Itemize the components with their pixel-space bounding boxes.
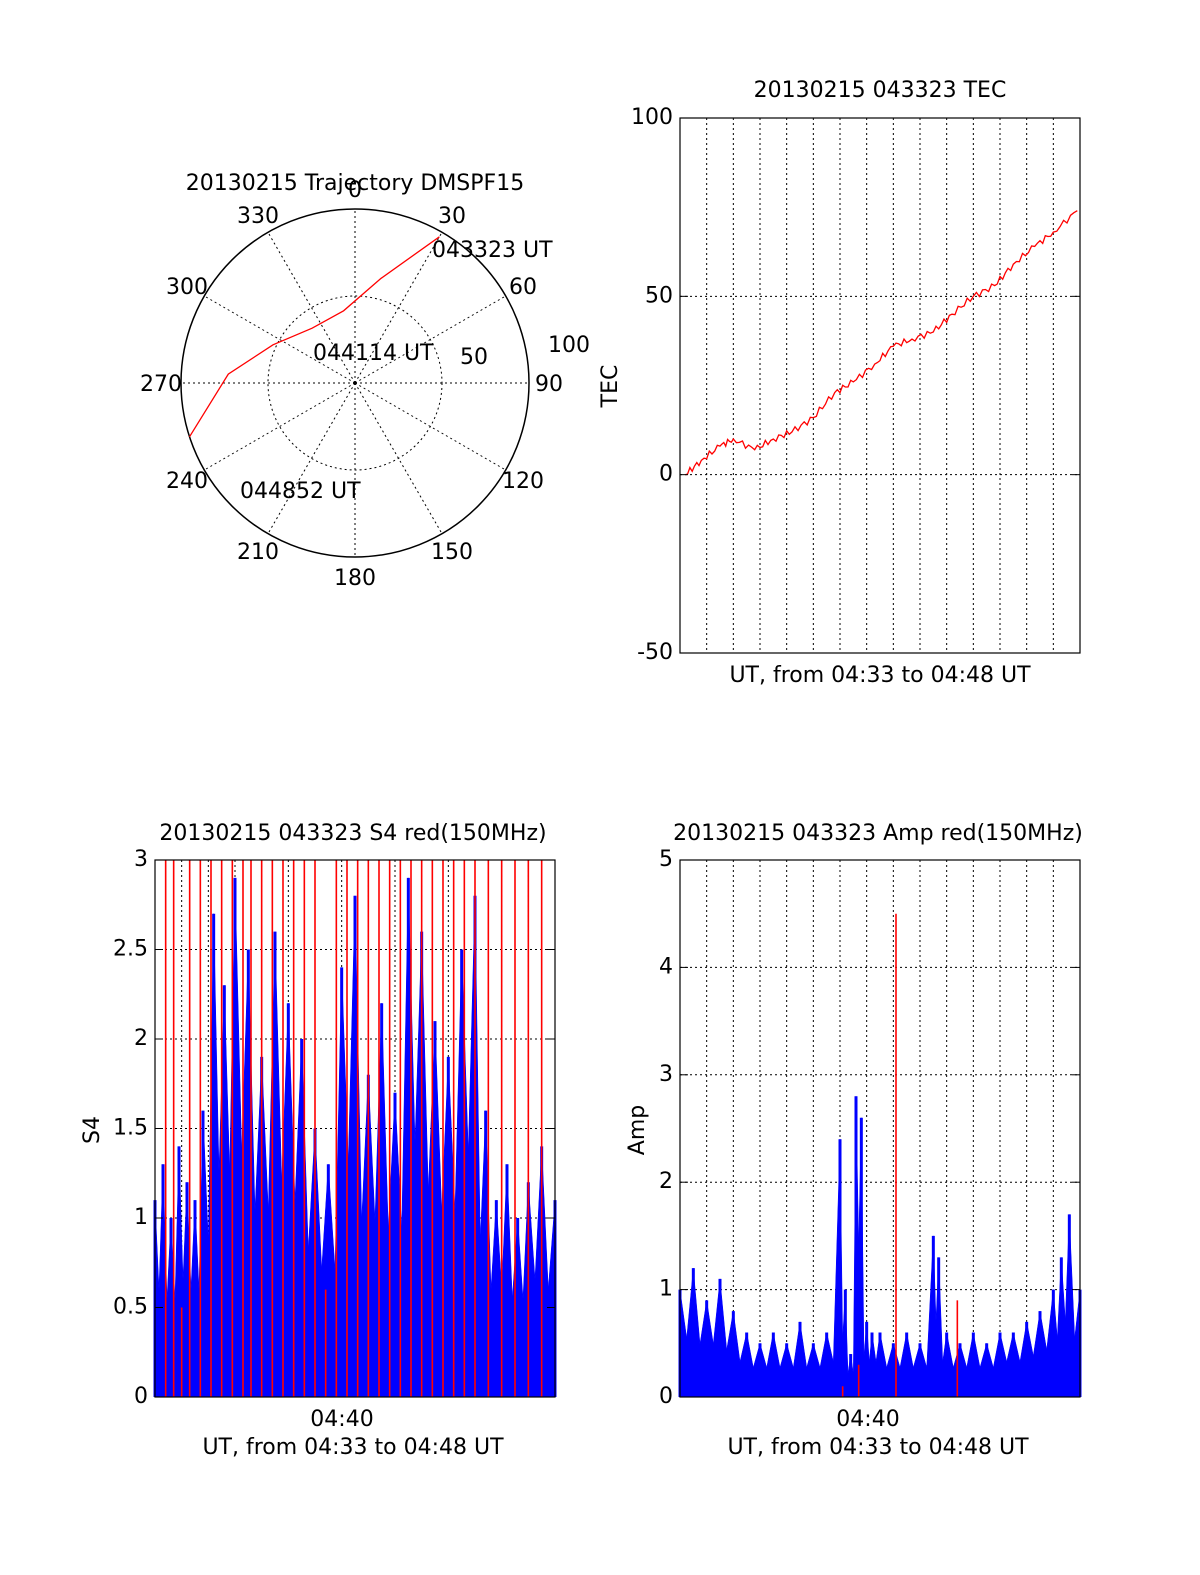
- polar-angle-label-180: 180: [334, 566, 376, 591]
- s4-ytick-label: 0: [134, 1384, 148, 1409]
- s4-xlabel: UT, from 04:33 to 04:48 UT: [202, 1435, 504, 1460]
- s4-panel: 20130215 043323 S4 red(150MHz) 3 2.5 2 1.5 1…: [80, 821, 557, 1460]
- polar-angle-label-120: 120: [502, 469, 544, 494]
- tec-y-ticks: 100 50 0 -50: [631, 105, 1080, 665]
- polar-angle-label-90: 90: [535, 372, 563, 397]
- amp-ytick-label: 0: [659, 1384, 673, 1409]
- amp-ytick-label: 2: [659, 1169, 673, 1194]
- tec-ytick-label: 100: [631, 105, 673, 130]
- polar-angle-labels: 0 30 60 90 120 150 180 210 240 270 300 330: [140, 178, 563, 591]
- tec-ytick-label: 50: [645, 283, 673, 308]
- polar-grid: [180, 208, 530, 558]
- trajectory-line: [188, 236, 440, 438]
- amp-xlabel: UT, from 04:33 to 04:48 UT: [727, 1435, 1029, 1460]
- amp-ytick-label: 5: [659, 847, 673, 872]
- amp-grid: [680, 860, 1080, 1397]
- amp-ylabel: Amp: [625, 1105, 650, 1155]
- s4-series-area: [154, 877, 556, 1398]
- polar-angle-label-30: 30: [438, 204, 466, 229]
- trajectory-end-label: 044852 UT: [240, 479, 361, 504]
- polar-angle-label-210: 210: [237, 540, 279, 565]
- polar-angle-label-150: 150: [431, 540, 473, 565]
- polar-outer-circle: [180, 208, 530, 558]
- s4-title: 20130215 043323 S4 red(150MHz): [159, 821, 546, 846]
- polar-spoke-60: [354, 295, 506, 384]
- tec-ytick-label: -50: [637, 640, 673, 665]
- amp-ytick-label: 1: [659, 1277, 673, 1302]
- tec-xlabel: UT, from 04:33 to 04:48 UT: [729, 663, 1031, 688]
- amp-series-area: [679, 1096, 1081, 1398]
- tec-title: 20130215 043323 TEC: [754, 78, 1007, 103]
- s4-ytick-label: 2.5: [113, 937, 148, 962]
- amp-panel: 20130215 043323 Amp red(150MHz) 5 4 3 2 1 0 0…: [625, 821, 1083, 1460]
- polar-spoke-330: [267, 232, 356, 384]
- trajectory-mid-label: 044114 UT: [313, 341, 434, 366]
- s4-ylabel: S4: [80, 1116, 105, 1144]
- tec-series-line: [685, 210, 1078, 476]
- polar-spoke-120: [354, 382, 506, 471]
- polar-spoke-30: [354, 232, 443, 384]
- s4-bars: [153, 860, 557, 1398]
- s4-ytick-label: 1.5: [113, 1116, 148, 1141]
- tec-ytick-label: 0: [659, 462, 673, 487]
- s4-ytick-label: 2: [134, 1026, 148, 1051]
- amp-ytick-label: 4: [659, 954, 673, 979]
- polar-spoke-210: [267, 382, 356, 534]
- polar-rlabel-100: 100: [548, 333, 590, 358]
- s4-ytick-label: 1: [134, 1205, 148, 1230]
- tec-grid: [680, 118, 1080, 653]
- polar-angle-label-270: 270: [140, 372, 182, 397]
- polar-angle-label-0: 0: [348, 178, 362, 203]
- polar-title: 20130215 Trajectory DMSPF15: [186, 171, 524, 196]
- amp-ytick-label: 3: [659, 1062, 673, 1087]
- polar-angle-label-330: 330: [237, 204, 279, 229]
- polar-trajectory-panel: 20130215 Trajectory DMSPF15 0 30 60 90 120 15…: [140, 171, 590, 591]
- amp-title: 20130215 043323 Amp red(150MHz): [673, 821, 1083, 846]
- amp-plot-frame: [679, 859, 1081, 1398]
- polar-angle-label-300: 300: [166, 275, 208, 300]
- tec-ylabel: TEC: [598, 365, 623, 409]
- polar-spoke-300: [204, 295, 356, 384]
- polar-spoke-240: [204, 382, 356, 471]
- tec-panel: 20130215 043323 TEC 100 50 0 -50 TEC UT, fr…: [598, 78, 1081, 688]
- s4-ytick-label: 0.5: [113, 1295, 148, 1320]
- s4-y-ticks: 3 2.5 2 1.5 1 0.5 0: [113, 847, 555, 1409]
- amp-y-ticks: 5 4 3 2 1 0: [659, 847, 1080, 1409]
- polar-spoke-150: [354, 382, 443, 534]
- s4-ytick-label: 3: [134, 847, 148, 872]
- tec-plot-frame: [679, 117, 1081, 654]
- polar-rlabel-50: 50: [460, 345, 488, 370]
- s4-xtick-label: 04:40: [310, 1407, 373, 1432]
- amp-xtick-label: 04:40: [836, 1407, 899, 1432]
- polar-angle-label-240: 240: [166, 469, 208, 494]
- trajectory-start-label: 043323 UT: [432, 238, 553, 263]
- polar-angle-label-60: 60: [509, 275, 537, 300]
- amp-bars: [678, 913, 1082, 1398]
